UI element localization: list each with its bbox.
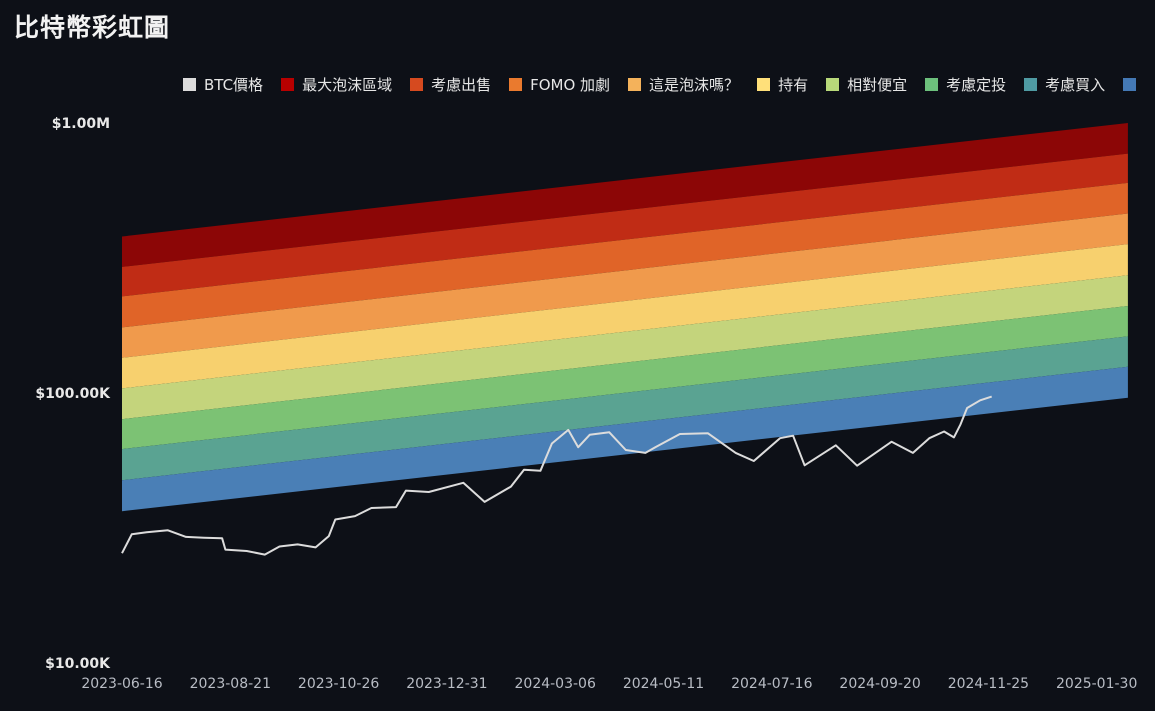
legend-swatch (925, 78, 939, 91)
legend-item[interactable]: 考慮買入 (1024, 74, 1105, 95)
legend-label: FOMO 加劇 (530, 76, 611, 94)
legend-item[interactable]: FOMO 加劇 (509, 74, 610, 95)
y-tick-label: $100.00K (35, 386, 111, 402)
x-tick-label: 2023-12-31 (406, 676, 487, 692)
legend-swatch (826, 78, 840, 91)
legend-item[interactable]: 考慮出售 (410, 74, 491, 95)
legend-item[interactable]: 最大泡沫區域 (281, 74, 392, 95)
rainbow-band (122, 123, 1128, 267)
x-tick-label: 2024-11-25 (948, 676, 1029, 692)
legend-label: BTC價格 (204, 76, 264, 94)
x-tick-label: 2023-06-16 (81, 676, 162, 692)
legend-item[interactable]: 相對便宜 (826, 74, 907, 95)
page-title: 比特幣彩虹圖 (14, 13, 171, 42)
legend-label: 相對便宜 (847, 76, 908, 94)
legend-item[interactable] (1123, 78, 1144, 91)
legend: BTC價格 最大泡沫區域 考慮出售 FOMO 加劇 這是泡沫嗎？ 持有 相對便宜 考慮定投 考慮… (183, 74, 1155, 95)
legend-item[interactable]: 這是泡沫嗎？ (628, 74, 739, 95)
legend-label: 考慮買入 (1045, 76, 1106, 94)
legend-swatch (281, 78, 295, 91)
legend-swatch (410, 78, 424, 91)
legend-swatch (509, 78, 523, 91)
y-tick-label: $1.00M (52, 116, 110, 132)
rainbow-band (122, 213, 1128, 358)
legend-swatch (1024, 78, 1038, 91)
legend-label: 最大泡沫區域 (302, 76, 393, 94)
btc-price-line (121, 395, 993, 556)
legend-swatch (757, 78, 771, 91)
legend-label: 持有 (778, 76, 809, 94)
x-tick-label: 2025-01-30 (1056, 676, 1137, 692)
legend-label: 考慮出售 (431, 76, 492, 94)
x-tick-label: 2024-07-16 (731, 676, 812, 692)
x-tick-label: 2024-05-11 (623, 676, 704, 692)
x-tick-label: 2023-10-26 (298, 676, 379, 692)
legend-label: 這是泡沫嗎？ (649, 76, 740, 94)
rainbow-band (122, 153, 1128, 297)
legend-swatch (183, 78, 196, 91)
legend-swatch (1123, 78, 1137, 91)
rainbow-band (122, 366, 1128, 512)
x-tick-label: 2024-03-06 (515, 676, 596, 692)
y-tick-label: $10.00K (45, 656, 111, 672)
legend-item[interactable]: 考慮定投 (925, 74, 1006, 95)
legend-swatch (628, 78, 642, 91)
x-tick-label: 2023-08-21 (190, 676, 271, 692)
rainbow-band (122, 336, 1128, 481)
legend-label: 考慮定投 (946, 76, 1007, 94)
rainbow-band (122, 306, 1128, 450)
legend-item[interactable]: BTC價格 (183, 74, 263, 95)
rainbow-band (122, 182, 1128, 328)
rainbow-band (122, 244, 1128, 389)
rainbow-band (122, 275, 1128, 420)
x-tick-label: 2024-09-20 (839, 676, 920, 692)
legend-item[interactable]: 持有 (757, 74, 808, 95)
